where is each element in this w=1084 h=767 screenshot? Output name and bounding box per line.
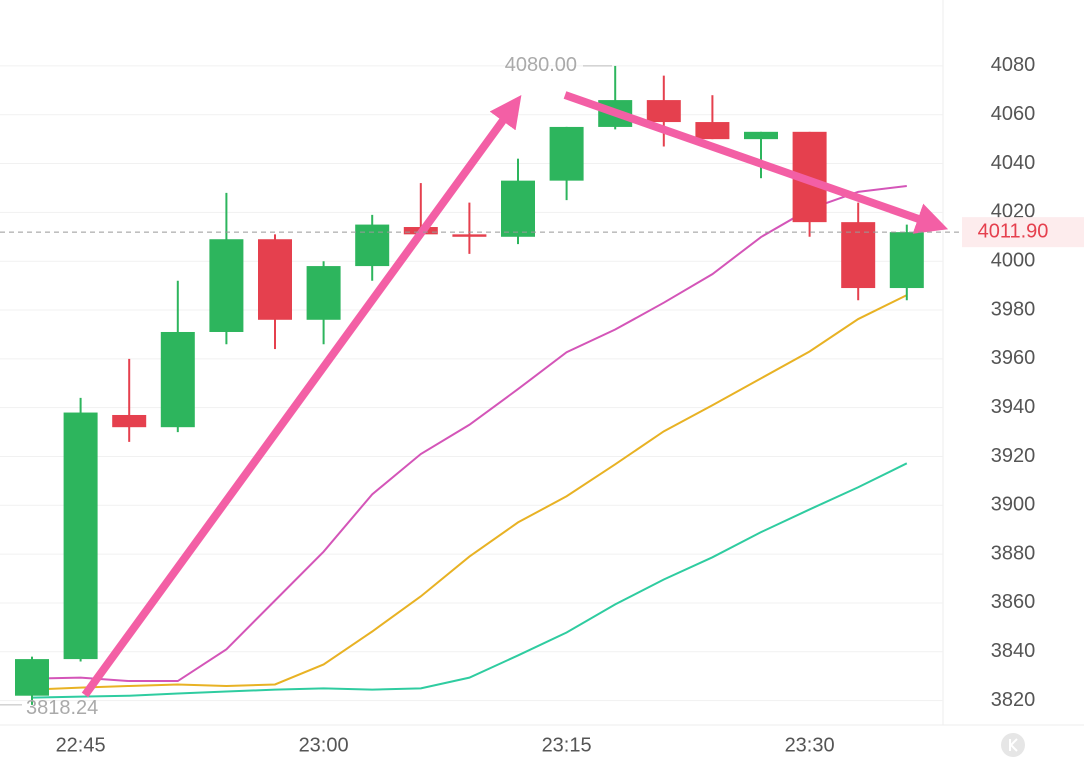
candle-body bbox=[63, 412, 98, 660]
grid: 3820 3840 3860 3880 3900 3920 3940 3960 3980 4000… bbox=[0, 54, 1035, 756]
toggle-icon-glyph bbox=[1009, 738, 1018, 752]
y-tick-label: 4060 bbox=[991, 103, 1036, 125]
toggle-icon[interactable] bbox=[1001, 733, 1025, 757]
candle-body bbox=[744, 131, 778, 140]
candle-body bbox=[112, 414, 147, 428]
plot bbox=[15, 65, 924, 705]
y-tick-label: 3860 bbox=[991, 591, 1036, 613]
y-tick-label: 4000 bbox=[991, 249, 1036, 271]
trend-arrow-down bbox=[563, 91, 949, 234]
candle-body bbox=[355, 224, 390, 267]
candle-body bbox=[889, 232, 924, 289]
x-tick-label: 23:30 bbox=[785, 734, 835, 756]
x-tick-label: 23:00 bbox=[299, 734, 349, 756]
y-tick-label: 3920 bbox=[991, 445, 1036, 467]
candle-body bbox=[258, 239, 292, 320]
candle-body bbox=[209, 239, 244, 332]
candle-body bbox=[501, 180, 535, 237]
candle-body bbox=[160, 331, 195, 428]
candle-body bbox=[841, 222, 876, 289]
y-tick-label: 3820 bbox=[991, 689, 1036, 711]
candle-body bbox=[452, 234, 487, 237]
ma-line bbox=[31, 294, 908, 691]
candle-body bbox=[15, 659, 49, 696]
ma-line bbox=[31, 185, 907, 683]
candle-body bbox=[695, 122, 730, 140]
candle-body bbox=[646, 100, 681, 123]
last-price-tag bbox=[962, 217, 1084, 248]
y-tick-label: 3840 bbox=[991, 640, 1036, 662]
y-tick-label: 4080 bbox=[991, 54, 1036, 76]
y-tick-label: 3940 bbox=[991, 396, 1036, 418]
y-tick-label: 3960 bbox=[991, 347, 1036, 369]
x-tick-label: 22:45 bbox=[56, 734, 106, 756]
y-tick-label: 3880 bbox=[991, 542, 1036, 564]
y-tick-label: 3980 bbox=[991, 298, 1036, 320]
low-label: 3818.24 bbox=[26, 697, 98, 719]
x-tick-label: 23:15 bbox=[542, 734, 592, 756]
high-label: 4080.00 bbox=[505, 54, 577, 76]
trend-arrow-up bbox=[81, 95, 522, 698]
y-tick-label: 4040 bbox=[991, 152, 1036, 174]
candle-body bbox=[306, 266, 341, 320]
y-tick-label: 3900 bbox=[991, 494, 1036, 516]
ma-line bbox=[31, 462, 908, 699]
last-price-label: 4011.90 bbox=[978, 220, 1049, 242]
overlay: 4011.90 4080.00 3818.24 bbox=[0, 54, 1084, 757]
candle-body bbox=[549, 126, 584, 181]
